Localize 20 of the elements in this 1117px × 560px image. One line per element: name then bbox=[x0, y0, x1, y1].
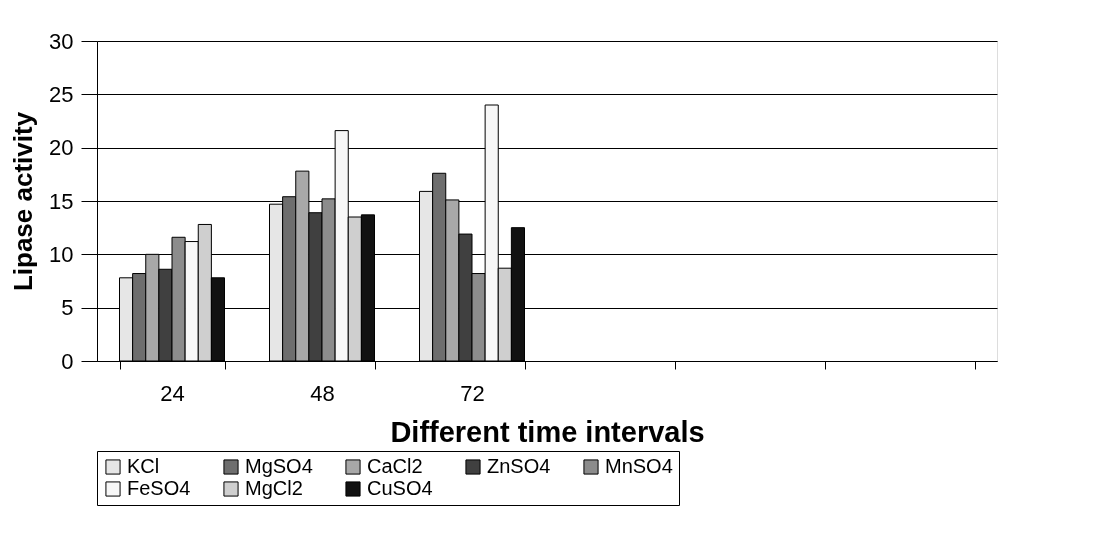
y-tick-label: 15 bbox=[49, 188, 74, 214]
y-tick-label: 20 bbox=[49, 135, 74, 161]
y-tick-label: 10 bbox=[49, 241, 74, 267]
legend-label: KCl bbox=[127, 455, 160, 477]
x-tick-label: 48 bbox=[310, 380, 335, 406]
legend-label: CaCl2 bbox=[367, 455, 423, 477]
y-tick-label: 5 bbox=[61, 295, 74, 321]
legend-label: FeSO4 bbox=[127, 477, 191, 499]
y-tick-label: 30 bbox=[49, 28, 74, 54]
legend-label: MnSO4 bbox=[605, 455, 673, 477]
x-tick-label: 72 bbox=[460, 380, 485, 406]
legend-label: CuSO4 bbox=[367, 477, 433, 499]
x-axis-title: Different time intervals bbox=[390, 415, 705, 448]
legend-label: ZnSO4 bbox=[487, 455, 551, 477]
y-tick-label: 0 bbox=[61, 348, 74, 374]
legend-label: MgSO4 bbox=[245, 455, 313, 477]
y-axis-title: Lipase activity bbox=[8, 111, 39, 292]
y-tick-label: 25 bbox=[49, 81, 74, 107]
x-tick-label: 24 bbox=[160, 380, 185, 406]
legend-label: MgCl2 bbox=[245, 477, 303, 499]
